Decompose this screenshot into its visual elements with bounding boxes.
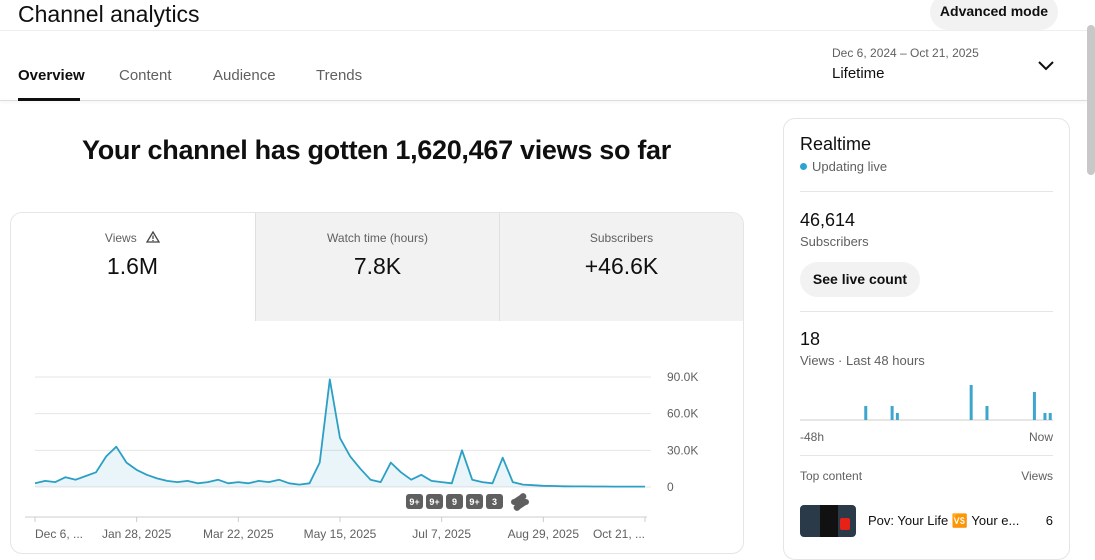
annotation-marker[interactable]	[406, 494, 423, 509]
bar	[890, 406, 894, 420]
video-thumbnail[interactable]	[800, 505, 856, 537]
views-chart: 0 30.0K 60.0K 90.0K Dec 6, ... Jan 28, 2025 Ma…	[25, 370, 698, 541]
annotation-label: 3	[492, 497, 497, 507]
annotation-marker[interactable]	[426, 494, 443, 509]
dropdown-chevron[interactable]	[1037, 59, 1055, 73]
date-range[interactable]: Dec 6, 2024 – Oct 21, 2025	[832, 46, 979, 60]
x-tick-label: Jul 7, 2025	[412, 527, 471, 541]
headline: Your channel has gotten 1,620,467 views …	[82, 135, 671, 165]
subscriber-count: 46,614	[800, 210, 856, 230]
metric-label: Subscribers	[589, 231, 654, 245]
metric-value: 1.6M	[106, 253, 159, 279]
bar	[895, 413, 899, 420]
annotation-label: 9	[452, 497, 457, 507]
live-status: Updating live	[812, 159, 888, 174]
bar	[1032, 392, 1036, 420]
annotation-label: 9+	[469, 497, 479, 507]
advanced-mode-button[interactable]: Advanced mode	[930, 0, 1058, 30]
bar	[985, 406, 989, 420]
divider	[800, 455, 1053, 456]
annotation-marker[interactable]	[466, 494, 483, 509]
views-label: Views · Last 48 hours	[800, 353, 925, 368]
x-tick-label: Aug 29, 2025	[508, 527, 580, 541]
metric-value: +46.6K	[584, 253, 659, 279]
area	[35, 379, 645, 487]
y-tick-label: 90.0K	[667, 370, 698, 384]
subscriber-label: Subscribers	[800, 234, 869, 249]
metric-label: Watch time (hours)	[327, 231, 428, 245]
x-tick-label: -48h	[800, 430, 824, 444]
metric-tab[interactable]: Watch time (hours) 7.8K	[255, 213, 499, 321]
x-tick-label: May 15, 2025	[304, 527, 377, 541]
top-content-header: Top content	[800, 469, 863, 483]
warning-icon	[145, 230, 161, 243]
views-count: 18	[800, 329, 821, 349]
x-tick-label: Mar 22, 2025	[203, 527, 274, 541]
metric-value: 7.8K	[353, 253, 402, 279]
realtime-chart: -48h Now	[800, 385, 1053, 444]
divider	[800, 311, 1053, 312]
tab-underline	[18, 98, 80, 101]
divider	[0, 30, 1087, 31]
live-count-button[interactable]: See live count	[800, 262, 920, 297]
annotation-marker[interactable]	[446, 494, 463, 509]
bar	[1048, 413, 1052, 420]
bar	[969, 385, 973, 420]
realtime-title: Realtime	[800, 134, 872, 154]
tab-bar	[0, 100, 1087, 101]
annotation-marker[interactable]	[486, 494, 503, 509]
metric-label: Views	[104, 231, 137, 245]
x-tick-label: Oct 21, ...	[593, 527, 645, 541]
bar	[864, 406, 868, 420]
views-header: Views	[1021, 469, 1053, 483]
shorts-icon[interactable]	[511, 493, 529, 511]
page-title: Channel analytics	[18, 1, 200, 27]
line	[34, 378, 645, 488]
realtime-card	[783, 118, 1070, 560]
tab[interactable]: Audience	[213, 67, 276, 84]
metric-tab[interactable]: Views 1.6M	[11, 213, 254, 321]
annotation-label: 9+	[429, 497, 439, 507]
y-tick-label: 0	[667, 480, 674, 494]
scrollbar	[1087, 25, 1095, 175]
live-dot	[800, 163, 807, 170]
tab[interactable]: Trends	[316, 67, 363, 84]
video-views: 6	[1045, 513, 1053, 528]
annotation-label: 9+	[409, 497, 419, 507]
video-title[interactable]: Pov: Your Life 🆚 Your e...	[868, 513, 1020, 528]
tab[interactable]: Overview	[18, 67, 85, 84]
metric-tab[interactable]: Subscribers +46.6K	[499, 213, 743, 321]
chart-card: Views 1.6M Watch time (hours) 7.8K Subsc…	[10, 212, 744, 554]
date-period[interactable]: Lifetime	[832, 65, 885, 82]
x-tick-label: Jan 28, 2025	[102, 527, 172, 541]
x-tick-label: Now	[1029, 430, 1053, 444]
y-tick-label: 30.0K	[667, 443, 698, 457]
tab[interactable]: Content	[119, 67, 172, 84]
bar	[1043, 413, 1047, 420]
y-tick-label: 60.0K	[667, 407, 698, 421]
x-tick-label: Dec 6, ...	[35, 527, 83, 541]
divider	[800, 191, 1053, 192]
